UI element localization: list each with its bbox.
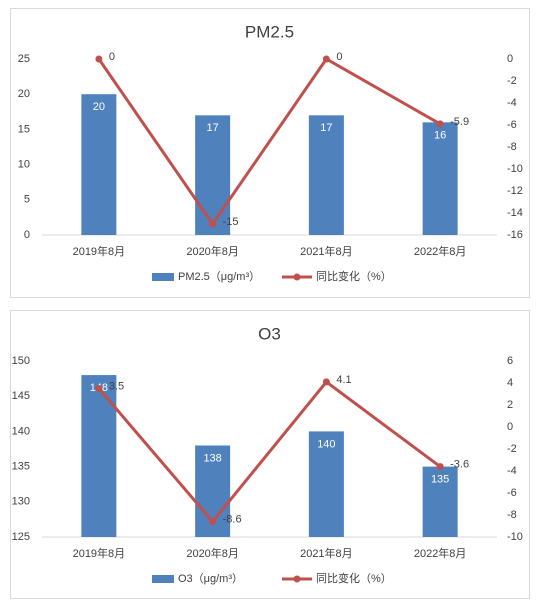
- bar-value-label: 20: [93, 101, 105, 113]
- line-value-label: 4.1: [336, 374, 351, 386]
- y2-tick-label: -10: [507, 531, 523, 543]
- y-tick-label: 0: [24, 229, 30, 241]
- chart-title: PM2.5: [245, 22, 294, 41]
- y-tick-label: 150: [12, 355, 30, 367]
- legend-label: 同比变化（%）: [316, 269, 392, 283]
- y-tick-label: 125: [12, 531, 30, 543]
- y2-tick-label: 6: [507, 355, 513, 367]
- y-tick-label: 130: [12, 496, 30, 508]
- line-marker: [436, 463, 444, 471]
- y2-tick-label: 0: [507, 53, 513, 65]
- x-tick-label: 2019年8月: [73, 244, 126, 258]
- legend-label: O3（μg/m³）: [178, 572, 243, 585]
- legend-label: PM2.5（μg/m³）: [178, 270, 260, 283]
- line-value-label: -5.9: [450, 116, 469, 128]
- y2-tick-label: -12: [507, 185, 523, 197]
- y2-tick-label: -8: [507, 141, 517, 153]
- legend-swatch-marker: [293, 575, 301, 583]
- y2-tick-label: -6: [507, 487, 517, 499]
- y-tick-label: 10: [18, 159, 30, 171]
- y2-tick-label: -4: [507, 97, 517, 109]
- line-value-label: 0: [109, 51, 115, 63]
- x-tick-label: 2021年8月: [300, 546, 353, 560]
- chart-title: O3: [258, 324, 281, 343]
- x-tick-label: 2022年8月: [414, 546, 467, 560]
- legend-swatch: [152, 273, 174, 281]
- x-tick-label: 2021年8月: [300, 244, 353, 258]
- y2-tick-label: 2: [507, 399, 513, 411]
- y2-tick-label: 4: [507, 377, 513, 389]
- y-tick-label: 5: [24, 194, 30, 206]
- legend-swatch-marker: [293, 273, 301, 281]
- bar-value-label: 135: [431, 474, 449, 486]
- y-tick-label: 135: [12, 461, 30, 473]
- y-tick-label: 20: [18, 88, 30, 100]
- y2-tick-label: -6: [507, 119, 517, 131]
- bar: [81, 94, 117, 235]
- y2-tick-label: -14: [507, 207, 523, 219]
- y2-tick-label: -8: [507, 509, 517, 521]
- y2-tick-label: -16: [507, 229, 523, 241]
- bar: [81, 375, 117, 537]
- x-tick-label: 2019年8月: [73, 546, 126, 560]
- bar-value-label: 17: [320, 122, 332, 134]
- y-tick-label: 25: [18, 53, 30, 65]
- line-marker: [322, 378, 330, 386]
- line-marker: [209, 518, 217, 526]
- x-tick-label: 2020年8月: [186, 244, 239, 258]
- y2-tick-label: -2: [507, 443, 517, 455]
- bar: [308, 115, 344, 235]
- bar-value-label: 17: [207, 122, 219, 134]
- line-value-label: -3.6: [450, 459, 469, 471]
- legend-swatch: [152, 575, 174, 583]
- line-value-label: -15: [223, 216, 239, 228]
- y2-tick-label: -2: [507, 75, 517, 87]
- bar-value-label: 16: [434, 129, 446, 141]
- y2-tick-label: -4: [507, 465, 517, 477]
- y-tick-label: 145: [12, 390, 30, 402]
- line-marker: [322, 55, 330, 63]
- y-tick-label: 15: [18, 123, 30, 135]
- bar-value-label: 140: [317, 438, 335, 450]
- bar-value-label: 138: [203, 452, 221, 464]
- y2-tick-label: 0: [507, 421, 513, 433]
- line: [97, 57, 441, 227]
- bar: [422, 122, 458, 235]
- y2-tick-label: -10: [507, 163, 523, 175]
- bar: [195, 115, 231, 235]
- legend-label: 同比变化（%）: [316, 571, 392, 585]
- line-value-label: 3.5: [109, 380, 124, 392]
- line-marker: [209, 220, 217, 228]
- x-tick-label: 2022年8月: [414, 244, 467, 258]
- line-value-label: -8.6: [223, 514, 242, 526]
- line-marker: [95, 55, 103, 63]
- line-marker: [436, 120, 444, 128]
- line: [97, 379, 442, 524]
- bar: [308, 431, 344, 537]
- x-tick-label: 2020年8月: [186, 546, 239, 560]
- y-tick-label: 140: [12, 425, 30, 437]
- line-value-label: 0: [336, 51, 342, 63]
- line-marker: [95, 385, 103, 392]
- bar: [422, 466, 458, 537]
